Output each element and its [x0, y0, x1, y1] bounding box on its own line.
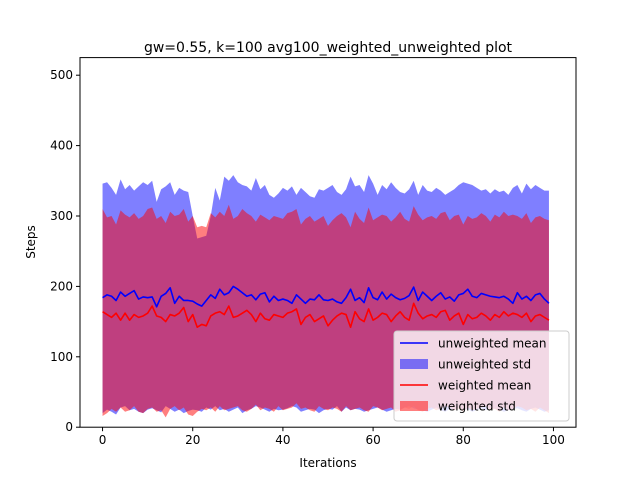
- x-tick-label: 0: [99, 433, 107, 447]
- weighted-mean-line: [102, 302, 550, 329]
- y-tick-label: 0: [65, 420, 73, 434]
- y-axis-ticks: 0 100 200 300 400 500: [50, 68, 80, 434]
- y-tick-label: 100: [50, 350, 73, 364]
- weighted-std-legend-swatch: [400, 401, 428, 411]
- x-axis-label: Iterations: [299, 456, 356, 470]
- y-tick-label: 500: [50, 68, 73, 82]
- legend-items: unweighted mean unweighted std weighted me…: [400, 337, 547, 414]
- unweighted-mean-line: [102, 285, 550, 308]
- unweighted-std-legend-label: unweighted std: [438, 358, 531, 372]
- legend-box: [393, 330, 570, 422]
- x-tick-label: 100: [542, 433, 565, 447]
- y-tick-label: 200: [50, 279, 73, 293]
- x-tick-label: 20: [185, 433, 200, 447]
- axes-frame: [79, 57, 577, 428]
- weighted-std-legend-label: weighted std: [438, 400, 516, 414]
- y-tick-label: 300: [50, 209, 73, 223]
- x-tick-label: 60: [365, 433, 380, 447]
- y-tick-label: 400: [50, 139, 73, 153]
- weighted-mean-legend-label: weighted mean: [438, 379, 531, 393]
- legend: unweighted mean unweighted std weighted me…: [393, 330, 570, 422]
- unweighted-std-legend-swatch: [400, 359, 428, 369]
- y-axis-label: Steps: [24, 225, 38, 259]
- chart-title: gw=0.55, k=100 avg100_weighted_unweighte…: [144, 40, 513, 56]
- x-tick-label: 40: [275, 433, 290, 447]
- x-tick-label: 80: [456, 433, 471, 447]
- unweighted-mean-legend-label: unweighted mean: [438, 337, 547, 351]
- x-axis-ticks: 0 20 40 60 80 100: [99, 427, 565, 447]
